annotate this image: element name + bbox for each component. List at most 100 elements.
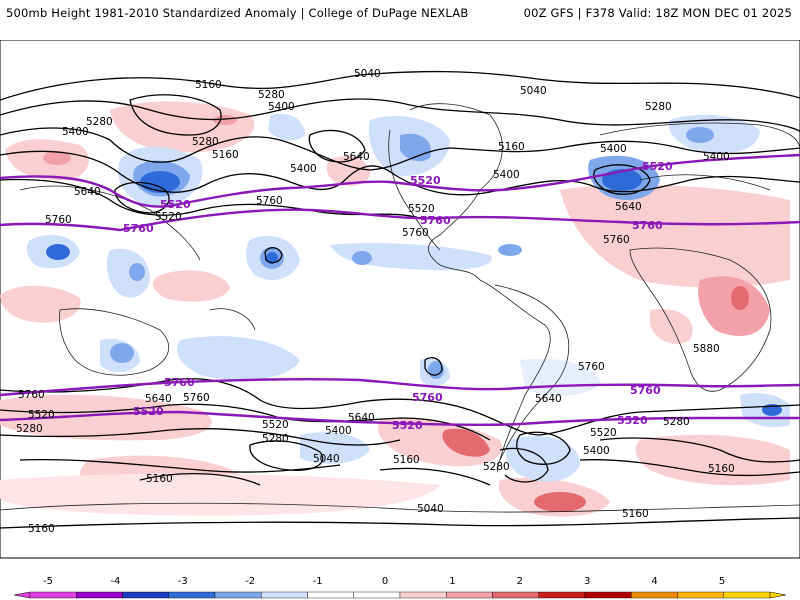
contour-label: 5280 xyxy=(86,116,113,128)
contour-label: 5400 xyxy=(290,163,317,175)
colorbar-tick-label: 5 xyxy=(719,576,725,587)
coastlines xyxy=(0,103,800,513)
header-left-title: 500mb Height 1981-2010 Standardized Anom… xyxy=(6,6,469,20)
colorbar-segment xyxy=(261,591,308,599)
colorbar-segment xyxy=(446,591,493,599)
contour-label: 5160 xyxy=(622,508,649,520)
colorbar-segment xyxy=(168,591,216,599)
colorbar-segment xyxy=(492,591,539,599)
contour-label: 5400 xyxy=(325,425,352,437)
colorbar: -5 -4 -3 -2 -1 0 1 2 3 4 5 xyxy=(13,576,787,599)
contour-label: 5760 xyxy=(45,214,72,226)
colorbar-tick-label: -4 xyxy=(110,576,120,587)
colorbar-arrow-left xyxy=(13,591,31,599)
colorbar-tick-label: 2 xyxy=(517,576,523,587)
highlight-label: 5520 xyxy=(617,414,648,427)
highlight-label: 5520 xyxy=(410,174,441,187)
colorbar-segment xyxy=(307,591,354,599)
colorbar-tick-label: 4 xyxy=(651,576,657,587)
highlight-label: 5760 xyxy=(630,384,661,397)
colorbar-tick-label: 1 xyxy=(449,576,455,587)
highlight-label: 5520 xyxy=(642,160,673,173)
highlight-contour-labels: 5520 5520 5520 5520 5760 5760 5760 5760 … xyxy=(123,160,673,432)
contour-label: 5760 xyxy=(183,392,210,404)
colorbar-segment xyxy=(677,591,724,599)
contour-label: 5280 xyxy=(262,433,289,445)
contour-label: 5280 xyxy=(16,423,43,435)
colorbar-tick-label: -1 xyxy=(313,576,323,587)
highlight-label: 5760 xyxy=(412,391,443,404)
colorbar-segment xyxy=(29,591,77,599)
colorbar-segment xyxy=(723,591,771,599)
contour-label: 5160 xyxy=(212,149,239,161)
contour-label: 5400 xyxy=(493,169,520,181)
highlight-label: 5520 xyxy=(392,419,423,432)
colorbar-tick-label: 3 xyxy=(584,576,590,587)
colorbar-ticks: -5 -4 -3 -2 -1 0 1 2 3 4 5 xyxy=(43,576,725,587)
contour-label: 5400 xyxy=(600,143,627,155)
contour-label: 5760 xyxy=(18,389,45,401)
colorbar-tick-label: 0 xyxy=(382,576,388,587)
contour-label: 5400 xyxy=(62,126,89,138)
height-contours xyxy=(0,70,800,529)
contour-label: 5880 xyxy=(693,343,720,355)
height-contour-labels: 5040 5040 5160 5280 5400 5280 5400 5280 … xyxy=(16,68,735,535)
highlight-label: 5760 xyxy=(164,376,195,389)
positive-anomaly-shading xyxy=(0,101,790,517)
contour-label: 5160 xyxy=(146,473,173,485)
highlight-contours xyxy=(0,153,800,427)
contour-label: 5520 xyxy=(28,409,55,421)
contour-label: 5640 xyxy=(145,393,172,405)
anomaly-map: 5040 5040 5160 5280 5400 5280 5400 5280 … xyxy=(0,40,800,559)
colorbar-tick-label: -5 xyxy=(43,576,53,587)
contour-label: 5160 xyxy=(498,141,525,153)
highlight-label: 5520 xyxy=(133,405,164,418)
contour-label: 5760 xyxy=(578,361,605,373)
contour-label: 5400 xyxy=(583,445,610,457)
colorbar-segment xyxy=(353,591,401,599)
colorbar-arrow-right xyxy=(769,591,787,599)
colorbar-segment xyxy=(76,591,123,599)
contour-label: 5040 xyxy=(354,68,381,80)
contour-label: 5160 xyxy=(708,463,735,475)
contour-label: 5160 xyxy=(28,523,55,535)
colorbar-segment xyxy=(399,591,447,599)
contour-label: 5520 xyxy=(408,203,435,215)
contour-label: 5280 xyxy=(192,136,219,148)
contour-label: 5640 xyxy=(615,201,642,213)
contour-label: 5640 xyxy=(74,186,101,198)
contour-label: 5280 xyxy=(663,416,690,428)
colorbar-tick-label: -3 xyxy=(178,576,188,587)
colorbar-tick-label: -2 xyxy=(245,576,255,587)
contour-label: 5280 xyxy=(645,101,672,113)
contour-label: 5760 xyxy=(402,227,429,239)
contour-label: 5640 xyxy=(348,412,375,424)
contour-label: 5400 xyxy=(268,101,295,113)
contour-label: 5040 xyxy=(313,453,340,465)
contour-label: 5040 xyxy=(417,503,444,515)
colorbar-segment xyxy=(122,591,169,599)
contour-label: 5640 xyxy=(535,393,562,405)
contour-label: 5400 xyxy=(703,151,730,163)
contour-label: 5160 xyxy=(393,454,420,466)
header-right-title: 00Z GFS | F378 Valid: 18Z MON DEC 01 202… xyxy=(523,6,792,20)
contour-label: 5160 xyxy=(195,79,222,91)
contour-label: 5760 xyxy=(603,234,630,246)
highlight-label: 5760 xyxy=(123,222,154,235)
contour-label: 5520 xyxy=(262,419,289,431)
highlight-label: 5760 xyxy=(420,214,451,227)
contour-label: 5280 xyxy=(483,461,510,473)
highlight-label: 5520 xyxy=(160,198,191,211)
colorbar-segment xyxy=(214,591,262,599)
colorbar-segment xyxy=(538,591,586,599)
highlight-label: 5520 xyxy=(155,211,182,223)
highlight-label: 5760 xyxy=(632,219,663,232)
contour-label: 5760 xyxy=(256,195,283,207)
contour-label: 5280 xyxy=(258,89,285,101)
colorbar-segment xyxy=(584,591,632,599)
contour-label: 5520 xyxy=(590,427,617,439)
colorbar-segments xyxy=(13,591,787,599)
contour-label: 5640 xyxy=(343,151,370,163)
colorbar-segment xyxy=(631,591,678,599)
contour-label: 5040 xyxy=(520,85,547,97)
